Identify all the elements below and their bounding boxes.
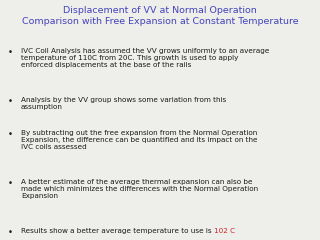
Text: •: • (8, 97, 13, 106)
Text: Displacement of VV at Normal Operation
Comparison with Free Expansion at Constan: Displacement of VV at Normal Operation C… (22, 6, 298, 26)
Text: •: • (8, 130, 13, 138)
Text: •: • (8, 48, 13, 57)
Text: Results show a better average temperature to use is: Results show a better average temperatur… (21, 228, 214, 234)
Text: By subtracting out the free expansion from the Normal Operation
Expansion, the d: By subtracting out the free expansion fr… (21, 130, 257, 150)
Text: A better estimate of the average thermal expansion can also be
made which minimi: A better estimate of the average thermal… (21, 179, 258, 199)
Text: Analysis by the VV group shows some variation from this
assumption: Analysis by the VV group shows some vari… (21, 97, 226, 110)
Text: 102 C: 102 C (214, 228, 235, 234)
Text: •: • (8, 228, 13, 236)
Text: •: • (8, 179, 13, 188)
Text: IVC Coil Analysis has assumed the VV grows uniformly to an average
temperature o: IVC Coil Analysis has assumed the VV gro… (21, 48, 269, 68)
